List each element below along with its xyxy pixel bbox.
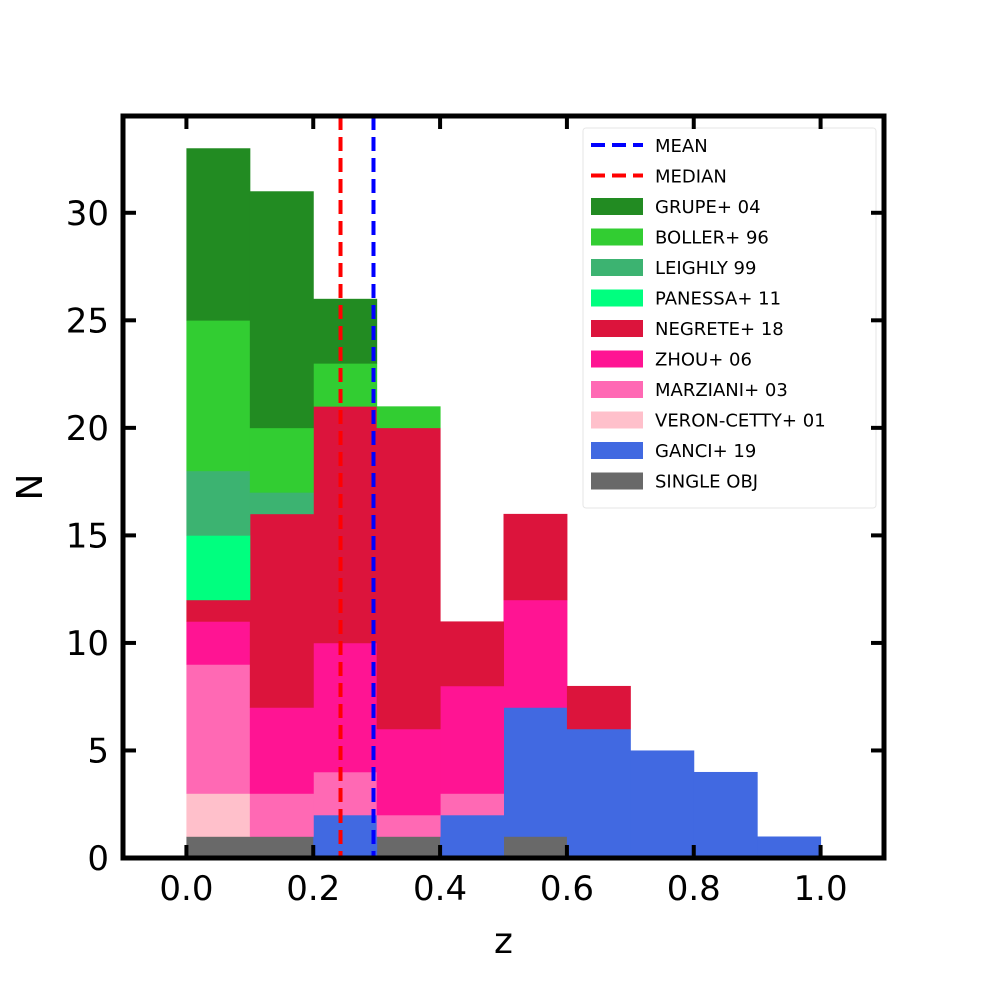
y-tick-label: 30 [66,194,109,234]
legend-swatch-ganci-19 [591,442,643,459]
legend-swatch-grupe-04 [591,198,643,215]
histogram-bars [186,148,822,859]
legend-label-mean: MEAN [655,136,708,157]
bar-marziani-03-bin-3 [376,814,441,837]
bar-boller-96-bin-2 [313,363,378,407]
legend-swatch-veron-cetty-01 [591,411,643,429]
bar-ganci-19-bin-4 [440,814,504,859]
bar-negrete-18-bin-2 [313,406,378,644]
bar-negrete-18-bin-6 [566,685,631,730]
legend-label-veron-cetty-01: VERON-CETTY+ 01 [655,411,826,432]
y-axis-label: N [10,474,51,501]
bar-boller-96-bin-3 [376,406,441,429]
legend-swatch-marziani-03 [591,381,643,398]
legend-label-negrete-18: NEGRETE+ 18 [655,319,784,340]
legend-label-boller-96: BOLLER+ 96 [655,228,769,249]
bar-zhou-06-bin-3 [376,728,441,816]
legend-label-zhou-06: ZHOU+ 06 [655,350,752,371]
bar-single-obj-bin-3 [376,836,441,859]
bar-single-obj-bin-0 [186,836,251,859]
x-tick-label: 0.4 [413,869,467,909]
x-tick-label: 1.0 [794,869,848,909]
bar-single-obj-bin-1 [249,836,314,859]
y-tick-label: 15 [66,516,109,556]
bar-negrete-18-bin-4 [440,621,504,687]
bar-grupe-04-bin-2 [313,298,378,364]
legend-label-grupe-04: GRUPE+ 04 [655,197,761,218]
bar-negrete-18-bin-5 [503,513,568,601]
bar-ganci-19-bin-5 [503,707,568,837]
bar-marziani-03-bin-1 [249,793,314,837]
bar-ganci-19-bin-6 [566,728,631,859]
legend-swatch-boller-96 [591,228,643,246]
bar-grupe-04-bin-1 [249,191,314,429]
bar-negrete-18-bin-3 [376,427,441,730]
legend-swatch-single-obj [591,472,643,490]
bar-grupe-04-bin-0 [186,148,251,321]
bar-panessa-11-bin-0 [186,535,251,601]
bar-ganci-19-bin-8 [693,771,758,859]
y-tick-label: 5 [87,731,109,771]
bar-leighly-99-bin-1 [249,492,314,515]
y-tick-label: 0 [87,839,109,879]
legend-swatch-negrete-18 [591,320,643,337]
bar-zhou-06-bin-1 [249,707,314,794]
bar-marziani-03-bin-4 [440,793,504,816]
bar-zhou-06-bin-4 [440,685,504,794]
bar-marziani-03-bin-2 [313,771,378,816]
bar-zhou-06-bin-0 [186,621,251,665]
plot-frame [120,113,887,861]
bar-ganci-19-bin-2 [313,814,378,859]
statistic-lines [338,116,376,858]
x-tick-label: 0.6 [540,869,594,909]
bar-negrete-18-bin-0 [186,599,251,622]
legend-swatch-panessa-11 [591,289,643,307]
bar-single-obj-bin-5 [503,836,568,859]
legend-label-leighly-99: LEIGHLY 99 [655,258,756,279]
x-tick-label: 0.8 [667,869,721,909]
legend-swatch-leighly-99 [591,259,643,276]
tick-labels: 0.0 0.2 0.4 0.6 0.8 1.0 0 5 10 15 20 25 30 [66,194,848,909]
bar-marziani-03-bin-0 [186,664,251,794]
legend-box [582,127,877,509]
bar-ganci-19-bin-9 [757,836,822,859]
bar-zhou-06-bin-5 [503,599,568,708]
x-tick-label: 0.0 [159,869,213,909]
legend-label-median: MEDIAN [655,167,727,188]
bar-negrete-18-bin-1 [249,513,314,708]
bar-zhou-06-bin-2 [313,642,378,773]
y-tick-label: 25 [66,301,109,341]
x-axis-label: z [494,921,513,962]
bar-boller-96-bin-0 [186,320,251,472]
bar-boller-96-bin-1 [249,427,314,493]
legend-label-ganci-19: GANCI+ 19 [655,441,756,462]
legend-label-marziani-03: MARZIANI+ 03 [655,380,788,401]
legend-label-single-obj: SINGLE OBJ [655,472,758,493]
legend: MEAN MEDIAN GRUPE+ 04 BOLLER+ 96 LEIGHLY 99 P… [582,127,877,509]
bar-leighly-99-bin-0 [186,470,251,536]
x-tick-label: 0.2 [286,869,340,909]
legend-label-panessa-11: PANESSA+ 11 [655,289,781,310]
bar-veron-cetty-01-bin-0 [186,793,251,837]
y-tick-label: 10 [66,624,109,664]
legend-swatch-zhou-06 [591,350,643,368]
y-tick-label: 20 [66,409,109,449]
bar-ganci-19-bin-7 [630,750,695,859]
